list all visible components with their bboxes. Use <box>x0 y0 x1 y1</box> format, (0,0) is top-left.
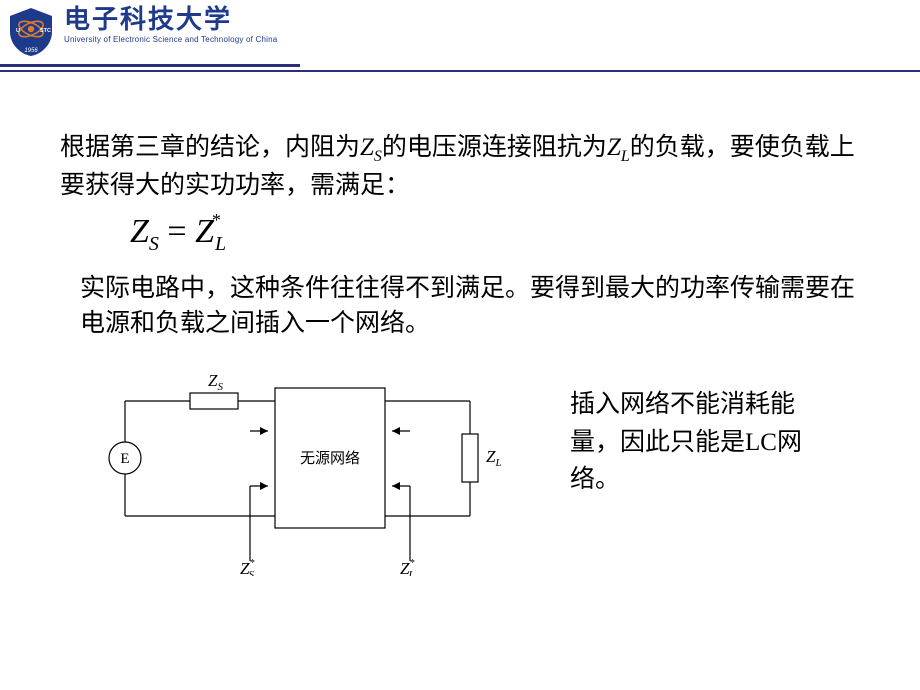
formula-lhs: Z <box>130 213 149 250</box>
p1-zl: Z <box>607 134 621 161</box>
zs-label: ZS <box>208 371 223 393</box>
divider-short <box>0 64 300 67</box>
p1-text-b: 的电压源连接阻抗为 <box>382 134 607 161</box>
formula-lhs-sub: S <box>149 233 159 255</box>
zl-label: ZL <box>486 447 502 469</box>
p1-zl-sub: L <box>621 148 630 165</box>
logo-area: U STC 1956 电子科技大学 University of Electron… <box>0 6 920 58</box>
header: U STC 1956 电子科技大学 University of Electron… <box>0 0 920 70</box>
p1-zs: Z <box>360 134 374 161</box>
svg-text:STC: STC <box>40 28 51 34</box>
zs-star-label: Z*S <box>240 558 254 576</box>
paragraph-1: 根据第三章的结论，内阻为ZS的电压源连接阻抗为ZL的负载，要使负载上要获得大的实… <box>60 130 865 203</box>
zl-star-label: Z*L <box>400 558 415 576</box>
source-label: E <box>120 451 129 467</box>
circuit-diagram: ZS ZL E 无源网络 <box>90 366 510 576</box>
p1-text-a: 根据第三章的结论，内阻为 <box>60 134 360 161</box>
formula-star: * <box>212 210 221 230</box>
uni-name-en: University of Electronic Science and Tec… <box>64 35 277 44</box>
paragraph-2: 实际电路中，这种条件往往得不到满足。要得到最大的功率传输需要在电源和负载之间插入… <box>60 271 865 341</box>
uni-name-block: 电子科技大学 University of Electronic Science … <box>64 6 277 44</box>
lower-row: ZS ZL E 无源网络 <box>60 366 865 576</box>
content: 根据第三章的结论，内阻为ZS的电压源连接阻抗为ZL的负载，要使负载上要获得大的实… <box>0 70 920 576</box>
logo-year: 1956 <box>24 48 38 54</box>
network-label: 无源网络 <box>300 450 360 467</box>
side-text: 插入网络不能消耗能量，因此只能是LC网络。 <box>570 366 830 499</box>
uni-name-cn: 电子科技大学 <box>64 6 277 35</box>
divider-long <box>0 70 920 72</box>
p1-zs-sub: S <box>374 148 382 165</box>
logo-badge: U STC 1956 <box>6 6 56 58</box>
svg-text:U: U <box>16 28 20 34</box>
formula-eq: = <box>167 213 195 250</box>
formula: ZS = Z*L <box>60 213 865 259</box>
formula-rhs-sub: L <box>215 233 226 255</box>
